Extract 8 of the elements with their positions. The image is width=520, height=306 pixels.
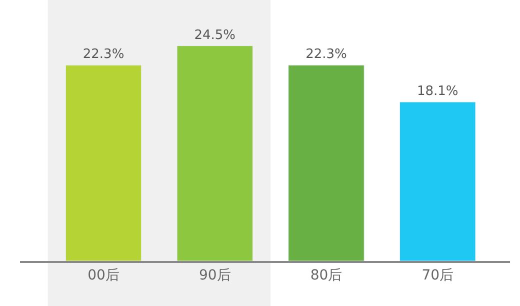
data-label: 18.1% xyxy=(416,84,458,100)
x-tick-label: 00后 xyxy=(88,268,120,284)
x-tick-label: 70后 xyxy=(422,268,454,284)
data-label: 24.5% xyxy=(194,28,236,43)
x-tick-label: 80后 xyxy=(310,268,342,284)
data-label: 22.3% xyxy=(306,47,347,62)
data-label: 22.3% xyxy=(82,47,124,62)
x-tick-label: 90后 xyxy=(198,268,231,284)
